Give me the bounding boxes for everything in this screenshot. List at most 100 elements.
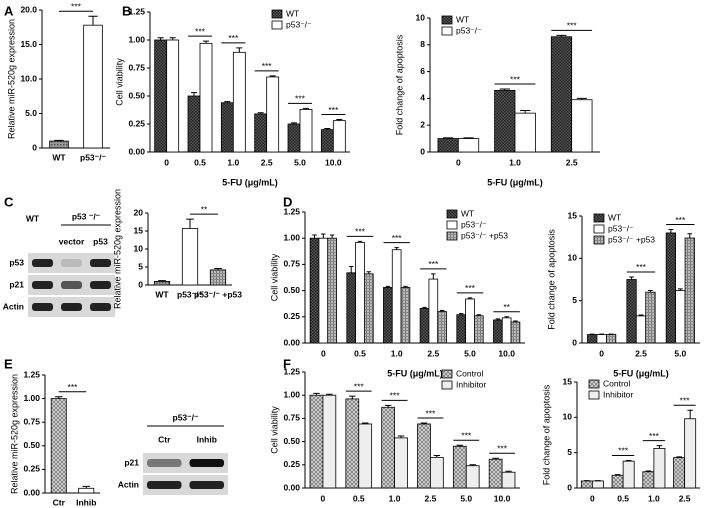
error-bar <box>459 313 464 315</box>
bar <box>327 237 337 344</box>
bar <box>514 112 536 153</box>
bar <box>50 398 67 494</box>
bar <box>437 138 459 153</box>
error-bar <box>495 318 501 320</box>
y-tick-label: 0.75 <box>128 62 145 72</box>
blot-lane-label: Inhib <box>197 434 217 444</box>
error-bar <box>291 122 297 124</box>
x-tick-label: p53⁻/⁻ +p53 <box>194 289 242 299</box>
y-tick-label: 0 <box>138 279 143 289</box>
bar <box>355 241 365 344</box>
bar <box>645 291 656 344</box>
blot-row-label: p21 <box>9 279 24 289</box>
x-tick-label: 0 <box>599 348 604 358</box>
y-tick-label: 1.25 <box>128 6 145 16</box>
error-bar <box>384 404 392 408</box>
legend-swatch <box>446 231 458 241</box>
bar <box>635 315 647 344</box>
blot-band <box>147 459 182 467</box>
error-bar <box>312 234 317 239</box>
y-tick-label: 5 <box>138 261 143 271</box>
blot-band <box>61 303 82 311</box>
blot-lane-label: vector <box>59 236 85 246</box>
error-bar <box>349 395 356 399</box>
bar <box>653 448 666 489</box>
panel-label: E <box>4 356 13 371</box>
legend-label: Inhibitor <box>603 389 633 399</box>
x-axis-label: 5-FU (μg/mL) <box>487 177 543 187</box>
y-tick-label: 20 <box>134 207 144 217</box>
x-tick-label: 0 <box>590 493 595 503</box>
y-tick-label: 0 <box>420 146 425 156</box>
error-bar <box>476 314 481 316</box>
x-tick-label: 2.5 <box>635 348 647 358</box>
error-bar <box>431 273 436 280</box>
bar <box>254 113 268 153</box>
blot-band <box>61 259 82 267</box>
error-bar <box>54 139 64 142</box>
significance-label: *** <box>295 94 306 104</box>
significance-label: *** <box>195 26 206 36</box>
bar <box>611 474 624 489</box>
bar <box>626 279 637 344</box>
y-tick-label: 5.0 <box>25 108 37 118</box>
y-tick-label: 10 <box>134 243 144 253</box>
x-tick-label: 2.5 <box>261 157 273 167</box>
error-bar <box>420 422 428 424</box>
error-bar <box>668 229 674 233</box>
y-tick-label: 10 <box>563 412 573 422</box>
y-tick-label: 0.75 <box>283 259 300 269</box>
y-tick-label: 0.00 <box>128 146 145 156</box>
bar <box>622 460 635 489</box>
x-tick-label: 2.5 <box>566 157 578 167</box>
legend-label: WT <box>608 212 621 222</box>
bar <box>493 319 503 344</box>
legend-swatch <box>446 220 458 230</box>
bar <box>437 311 447 344</box>
significance-label: *** <box>71 1 82 11</box>
bar <box>83 24 103 149</box>
error-bar <box>469 464 476 466</box>
y-axis-label: Relative miR-520g expression <box>6 19 16 139</box>
y-tick-label: 8 <box>420 39 425 49</box>
y-tick-label: 0.25 <box>283 311 300 321</box>
x-tick-label: 2.5 <box>679 493 691 503</box>
x-tick-label: 2.5 <box>427 348 439 358</box>
y-tick-label: 15 <box>134 225 144 235</box>
bar <box>488 458 503 489</box>
x-axis-label: 5-FU (μg/mL) <box>387 368 443 378</box>
error-bar <box>336 119 343 121</box>
bar <box>320 129 334 153</box>
bar <box>154 39 168 153</box>
error-bar <box>556 34 567 37</box>
legend-swatch <box>593 235 605 245</box>
bar <box>465 298 475 344</box>
blot-lane-label: p53 <box>93 236 108 246</box>
error-bar <box>257 112 264 114</box>
y-tick-label: 4 <box>420 93 425 103</box>
significance-label: *** <box>675 215 686 225</box>
error-bar <box>186 218 194 229</box>
blot-row-label: Actin <box>118 479 139 489</box>
bar <box>428 278 439 344</box>
legend-swatch <box>593 213 605 223</box>
error-bar <box>394 247 399 250</box>
bar <box>473 315 484 344</box>
error-bar <box>625 459 632 462</box>
significance-label: *** <box>567 21 578 31</box>
error-bar <box>676 456 682 458</box>
error-bar <box>463 137 474 139</box>
blot-lane-label: WT <box>26 213 40 223</box>
significance-label: *** <box>390 391 401 401</box>
error-bar <box>313 392 320 396</box>
bar <box>381 406 395 489</box>
y-tick-label: 0.00 <box>283 482 300 492</box>
bar <box>181 228 199 286</box>
x-tick-label: p53⁻/⁻ <box>177 289 203 299</box>
panel-label: F <box>283 356 291 371</box>
significance-label: *** <box>618 446 629 456</box>
error-bar <box>224 101 231 103</box>
x-tick-label: Inhib <box>76 497 96 507</box>
error-bar <box>505 470 512 473</box>
significance-label: ** <box>503 302 510 312</box>
